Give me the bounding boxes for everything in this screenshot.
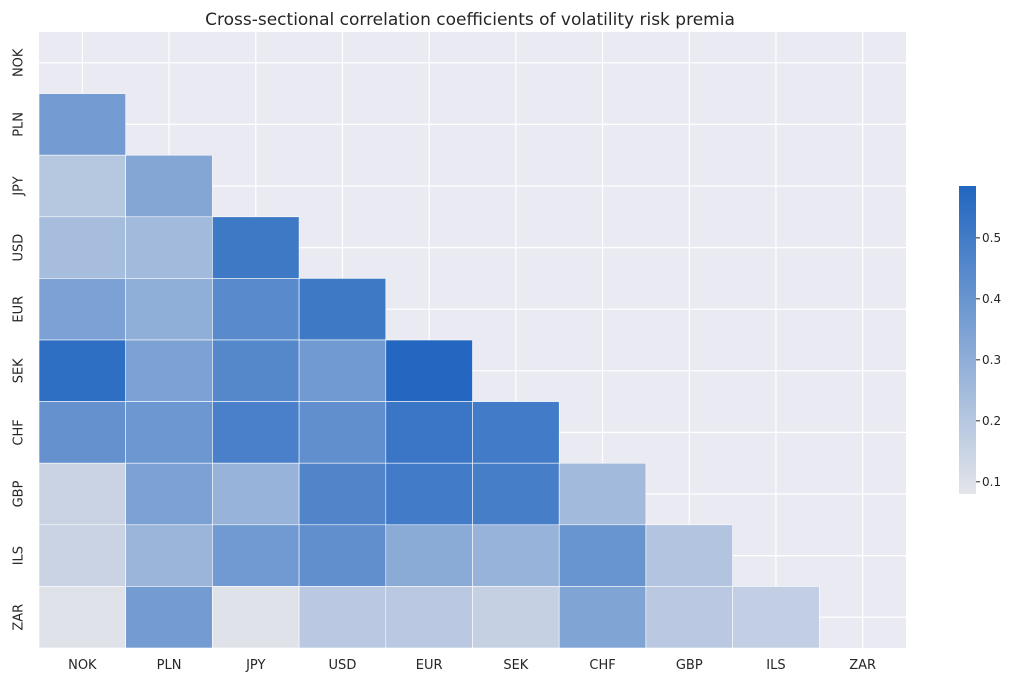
heatmap-cell-chf-eur xyxy=(385,401,473,464)
heatmap-cell-gbp-jpy xyxy=(212,462,300,526)
grid-lines xyxy=(39,32,906,648)
y-tick-label: GBP xyxy=(12,480,27,507)
heatmap-cell-zar-gbp xyxy=(645,586,733,649)
x-tick-label: ILS xyxy=(766,658,785,673)
heatmap-cell-gbp-eur xyxy=(385,462,473,526)
heatmap-cell-gbp-usd xyxy=(298,462,387,526)
colorbar-tick-label: 0.3 xyxy=(982,353,1001,367)
y-tick-label: USD xyxy=(12,234,27,262)
heatmap-cell-ils-usd xyxy=(298,524,387,587)
colorbar-tick-label: 0.2 xyxy=(982,414,1001,428)
colorbar xyxy=(959,186,976,494)
heatmap-cell-chf-jpy xyxy=(212,401,300,464)
heatmap-cell-ils-chf xyxy=(558,524,647,587)
y-tick-label: ZAR xyxy=(12,604,27,631)
heatmap-cell-zar-pln xyxy=(125,586,213,649)
heatmap-cell-zar-jpy xyxy=(212,586,300,649)
heatmap-cell-sek-pln xyxy=(125,339,213,402)
heatmap-cell-eur-pln xyxy=(125,278,213,341)
heatmap-cell-ils-sek xyxy=(472,524,560,587)
y-tick-label: ILS xyxy=(12,546,27,565)
heatmap-cell-usd-pln xyxy=(125,216,213,279)
heatmap-cell-zar-chf xyxy=(558,586,647,649)
heatmap-cell-gbp-nok xyxy=(38,462,126,526)
heatmap-cell-ils-eur xyxy=(385,524,473,587)
heatmap-cell-chf-usd xyxy=(298,401,387,464)
heatmap-cell-ils-nok xyxy=(38,524,126,587)
x-tick-label: NOK xyxy=(68,658,97,673)
y-tick-label: PLN xyxy=(12,112,27,137)
heatmap-cell-zar-eur xyxy=(385,586,473,649)
heatmap-cell-sek-eur xyxy=(385,339,473,402)
chart-title: Cross-sectional correlation coefficients… xyxy=(205,10,735,30)
heatmap-cell-sek-nok xyxy=(38,339,126,402)
x-tick-label: SEK xyxy=(503,658,528,673)
colorbar-tick-label: 0.4 xyxy=(982,292,1001,306)
x-tick-label: USD xyxy=(329,658,357,673)
colorbar-ticks: 0.1 0.2 0.3 0.4 0.5 xyxy=(976,231,1001,489)
y-axis-ticks: NOK PLN JPY USD EUR SEK CHF GBP ILS ZAR xyxy=(12,48,27,631)
heatmap-cell-ils-pln xyxy=(125,524,213,587)
heatmap-cell-jpy-nok xyxy=(38,154,126,218)
y-tick-label: JPY xyxy=(12,176,27,196)
heatmap-cell-chf-sek xyxy=(472,401,560,464)
x-axis-ticks: NOK PLN JPY USD EUR SEK CHF GBP ILS ZAR xyxy=(68,658,876,673)
heatmap-cell-zar-usd xyxy=(298,586,387,649)
heatmap-cell-gbp-pln xyxy=(125,462,213,526)
y-tick-label: CHF xyxy=(12,419,27,445)
heatmap-cell-gbp-sek xyxy=(472,462,560,526)
colorbar-tick-label: 0.5 xyxy=(982,231,1001,245)
x-tick-label: JPY xyxy=(245,658,265,673)
heatmap-cell-chf-pln xyxy=(125,401,213,464)
heatmap-cell-usd-nok xyxy=(38,216,126,279)
x-tick-label: EUR xyxy=(416,658,443,673)
x-tick-label: CHF xyxy=(589,658,615,673)
heatmap-cell-chf-nok xyxy=(38,401,126,464)
heatmap-cell-zar-ils xyxy=(732,586,820,649)
y-tick-label: SEK xyxy=(12,358,27,383)
heatmap-cell-pln-nok xyxy=(38,93,126,156)
heatmap-cell-sek-jpy xyxy=(212,339,300,402)
heatmap-cell-usd-jpy xyxy=(212,216,300,279)
heatmap-cell-eur-nok xyxy=(38,278,126,341)
x-tick-label: PLN xyxy=(157,658,182,673)
heatmap-cell-eur-jpy xyxy=(212,278,300,341)
heatmap-cell-zar-nok xyxy=(38,586,126,649)
heatmap-cell-ils-gbp xyxy=(645,524,733,587)
x-tick-label: GBP xyxy=(676,658,703,673)
y-tick-label: EUR xyxy=(12,296,27,323)
x-tick-label: ZAR xyxy=(849,658,876,673)
heatmap-cell-ils-jpy xyxy=(212,524,300,587)
heatmap-cell-sek-usd xyxy=(298,339,387,402)
heatmap-cells xyxy=(38,93,820,649)
heatmap-cell-zar-sek xyxy=(472,586,560,649)
colorbar-tick-label: 0.1 xyxy=(982,475,1001,489)
heatmap-cell-gbp-chf xyxy=(558,462,647,526)
heatmap-cell-eur-usd xyxy=(298,278,387,341)
heatmap-cell-jpy-pln xyxy=(125,154,213,218)
y-tick-label: NOK xyxy=(12,48,27,77)
